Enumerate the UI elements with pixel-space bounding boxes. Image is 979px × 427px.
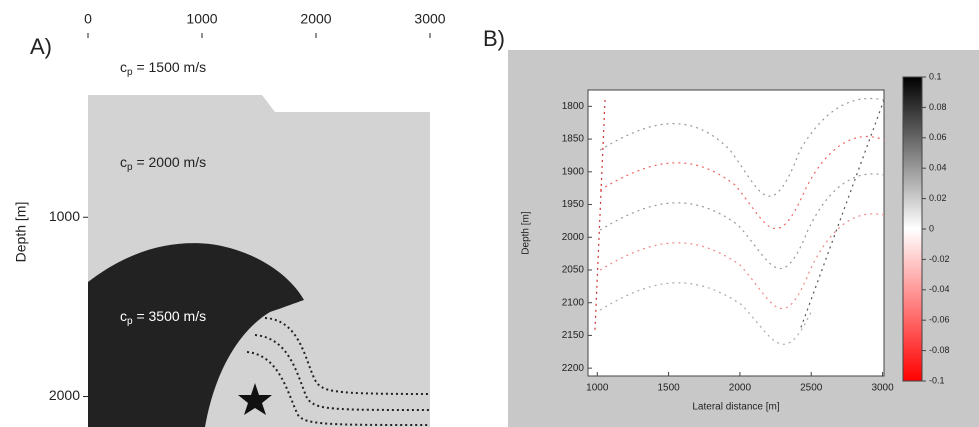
water-layer — [88, 38, 430, 112]
y-tick-label: 2000 — [49, 387, 80, 403]
x-tick-label: 3000 — [414, 11, 445, 27]
y-tick-label: 2150 — [562, 330, 585, 341]
y-tick-label: 1900 — [562, 166, 585, 177]
y-axis-label: Depth [m] — [521, 211, 532, 255]
x-tick-label: 0 — [84, 11, 92, 27]
x-tick-label: 1000 — [586, 383, 609, 394]
source-star — [238, 383, 272, 415]
panel-label: B) — [483, 26, 505, 51]
colorbar-tick-label: 0.08 — [929, 102, 947, 112]
x-tick-label: 2000 — [729, 383, 752, 394]
layer-label: cp = 3500 m/s — [120, 308, 206, 327]
y-axis-label: Depth [m] — [13, 202, 29, 263]
colorbar-tick-label: 0.04 — [929, 163, 947, 173]
colorbar-tick-label: -0.08 — [929, 345, 950, 355]
colorbar-tick-label: -0.02 — [929, 254, 950, 264]
colorbar-tick-label: -0.04 — [929, 284, 950, 294]
wavefronts — [246, 317, 431, 426]
y-tick-label: 2050 — [562, 265, 585, 276]
x-tick-label: 1500 — [657, 383, 680, 394]
panel-label: A) — [30, 34, 52, 59]
x-tick-label: 1000 — [186, 11, 217, 27]
x-axis-label: Lateral distance [m] — [692, 402, 779, 413]
y-tick-label: 1950 — [562, 199, 585, 210]
y-tick-label: 2200 — [562, 363, 585, 374]
y-tick-label: 2000 — [562, 232, 585, 243]
layer-label: cp = 1500 m/s — [120, 59, 206, 78]
y-tick-label: 2100 — [562, 297, 585, 308]
colorbar-tick-label: 0.06 — [929, 132, 947, 142]
colorbar — [902, 76, 923, 382]
layer-label: cp = 2000 m/s — [120, 154, 206, 173]
colorbar-tick-label: 0 — [929, 223, 934, 233]
x-tick-label: 3000 — [871, 383, 894, 394]
x-tick-label: 2000 — [300, 11, 331, 27]
y-tick-label: 1000 — [49, 208, 80, 224]
x-tick-label: 2500 — [800, 383, 823, 394]
colorbar-tick-label: -0.06 — [929, 315, 950, 325]
image-events — [594, 97, 885, 345]
colorbar-tick-label: -0.1 — [929, 375, 945, 385]
y-tick-label: 1850 — [562, 134, 585, 145]
y-tick-label: 1800 — [562, 101, 585, 112]
colorbar-tick-label: 0.1 — [929, 71, 942, 81]
salt-body — [88, 243, 304, 427]
colorbar-tick-label: 0.02 — [929, 193, 947, 203]
